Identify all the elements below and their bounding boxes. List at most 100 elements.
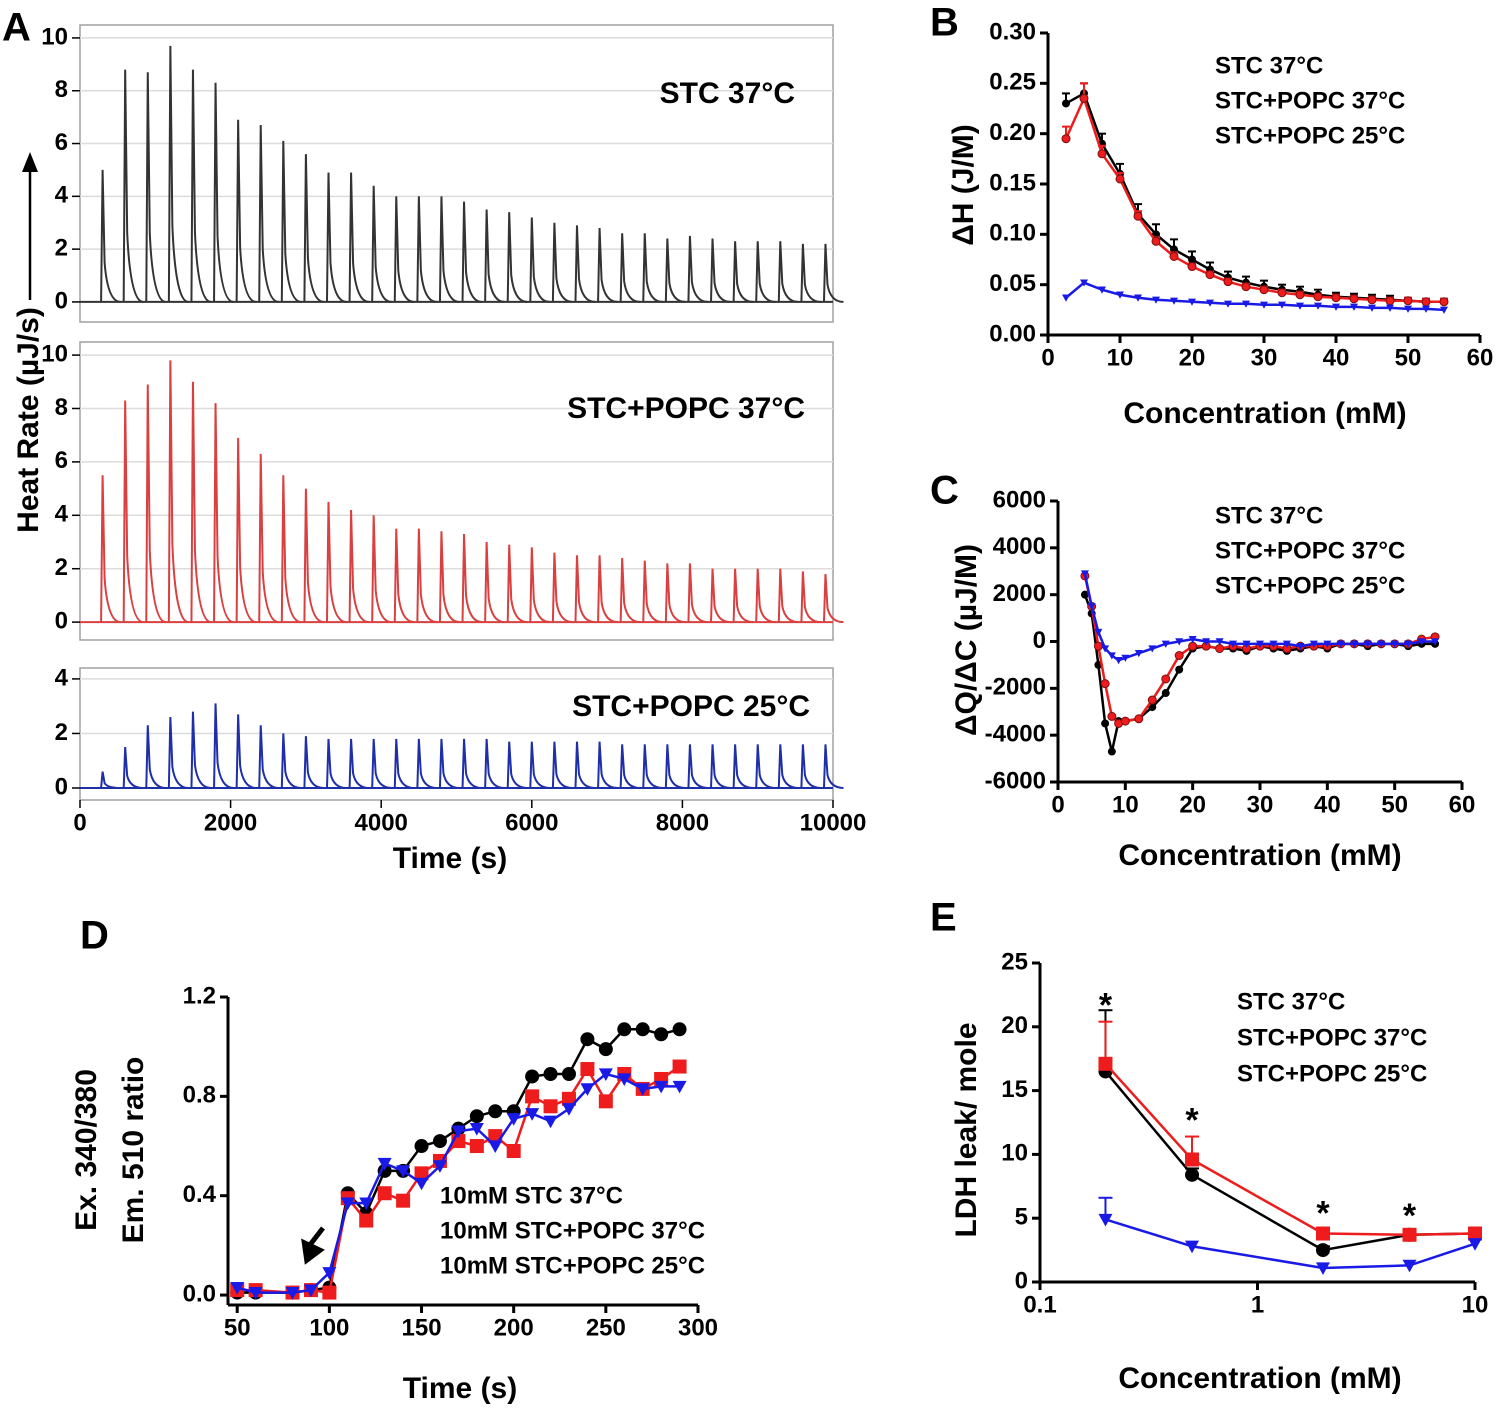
injection-peak: [710, 238, 731, 303]
injection-peak: [687, 563, 708, 624]
marker: [1431, 638, 1440, 646]
injection-peak: [145, 725, 166, 789]
axis-arrowhead: [22, 152, 38, 172]
injection-peak: [506, 212, 528, 303]
marker: [396, 1193, 411, 1208]
x-tick-label: 150: [402, 1314, 442, 1341]
y-tick-label: 15: [1001, 1076, 1028, 1103]
y-tick-label: 0: [1033, 627, 1046, 654]
x-axis-label: Time (s): [403, 1372, 517, 1405]
marker: [672, 1022, 687, 1037]
injection-peak: [167, 360, 189, 624]
marker: [506, 1144, 521, 1158]
injection-peak: [258, 453, 279, 624]
marker: [1188, 635, 1197, 644]
injection-peak: [280, 140, 302, 303]
injection-peak: [664, 238, 686, 303]
marker: [1277, 288, 1287, 298]
x-tick-label: 60: [1449, 791, 1476, 818]
marker: [1185, 1152, 1200, 1167]
y-tick-label: 0.25: [989, 69, 1036, 96]
injection-peak: [822, 243, 844, 303]
x-tick-label: 8000: [656, 809, 709, 836]
significance-mark: *: [1403, 1197, 1417, 1235]
injection-peak: [100, 475, 121, 624]
y-tick-label: 10: [1001, 1140, 1028, 1167]
injection-peak: [529, 547, 550, 624]
marker: [598, 1042, 613, 1057]
marker: [506, 1113, 521, 1126]
marker: [598, 1068, 613, 1081]
marker: [377, 1163, 392, 1178]
marker: [469, 1109, 484, 1124]
injection-peak: [597, 227, 618, 303]
marker: [1417, 638, 1426, 646]
injection-peak: [167, 717, 189, 789]
marker: [1116, 291, 1124, 299]
injection-peak: [732, 241, 754, 303]
marker: [322, 1267, 337, 1280]
marker: [617, 1073, 632, 1086]
injection-peak: [190, 69, 212, 303]
legend-entry: STC 37°C: [1237, 988, 1345, 1015]
marker: [1323, 640, 1332, 648]
injection-peak: [777, 241, 799, 303]
marker: [1315, 1243, 1330, 1258]
y-tick-label: 0: [55, 607, 68, 634]
marker: [396, 1165, 411, 1178]
marker: [1421, 297, 1431, 307]
y-tick-label: 1.2: [183, 982, 216, 1009]
injection-peak: [642, 744, 663, 789]
injection-peak: [642, 560, 663, 624]
injection-peak: [687, 744, 708, 789]
injection-peak: [393, 196, 415, 303]
legend-entry: STC+POPC 25°C: [1215, 122, 1405, 149]
x-tick-label: 6000: [505, 809, 558, 836]
injection-peak: [280, 475, 302, 624]
y-tick-label: 6000: [993, 486, 1046, 513]
y-tick-label: 2: [55, 554, 68, 581]
marker: [1296, 302, 1304, 310]
marker: [672, 1080, 687, 1094]
injection-peak: [822, 573, 844, 624]
y-axis-label: ΔQ/ΔC (µJ/M): [950, 544, 983, 736]
injection-peak: [732, 568, 754, 624]
injection-peak: [145, 384, 167, 624]
injection-peak: [461, 201, 483, 303]
marker: [1422, 305, 1430, 313]
significance-mark: *: [1316, 1195, 1330, 1233]
marker: [1115, 174, 1125, 184]
legend-entry: STC 37°C: [1215, 502, 1323, 529]
injection-peak: [484, 209, 505, 303]
injection-peak: [235, 437, 257, 624]
y-tick-label: 2000: [993, 580, 1046, 607]
marker: [1313, 292, 1323, 302]
legend-entry: 10mM STC+POPC 37°C: [440, 1217, 705, 1244]
marker: [1440, 306, 1448, 314]
x-tick-label: 0.1: [1023, 1291, 1056, 1318]
injection-peak: [755, 744, 776, 789]
legend-entry: STC+POPC 25°C: [1215, 572, 1405, 599]
marker: [1314, 302, 1322, 310]
marker: [1100, 679, 1110, 689]
series-line: [1083, 594, 1436, 752]
marker: [1229, 640, 1238, 648]
injection-peak: [529, 741, 550, 789]
marker: [1161, 640, 1170, 648]
legend-entry: 10mM STC 37°C: [440, 1182, 623, 1209]
injection-peak: [303, 488, 325, 624]
marker: [359, 1213, 374, 1228]
marker: [1087, 603, 1096, 611]
injection-peak: [213, 703, 234, 789]
x-tick-label: 50: [224, 1314, 251, 1341]
x-tick-label: 1: [1251, 1291, 1264, 1318]
marker: [1349, 294, 1359, 304]
x-axis-label: Concentration (mM): [1118, 1362, 1401, 1395]
marker: [1188, 255, 1196, 264]
marker: [1098, 1056, 1113, 1071]
marker: [1256, 640, 1264, 648]
injection-peak: [710, 744, 731, 789]
series-line: [1064, 94, 1444, 304]
injection-peak: [597, 555, 618, 624]
injection-peak: [551, 552, 573, 624]
